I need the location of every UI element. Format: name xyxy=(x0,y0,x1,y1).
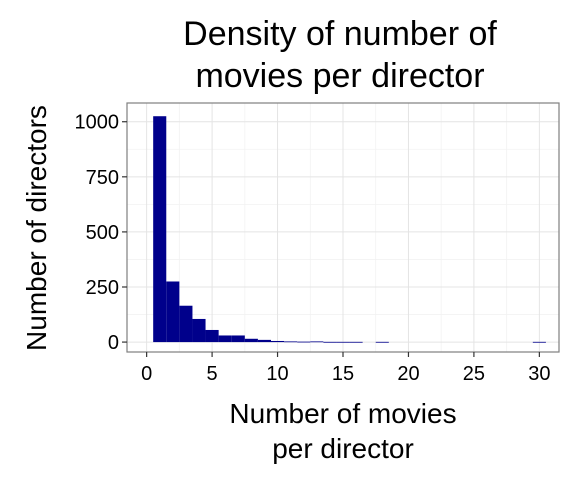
chart-title-line-2: movies per director xyxy=(195,57,484,95)
x-tick-label: 0 xyxy=(141,363,152,385)
histogram-bar xyxy=(284,341,298,343)
histogram-bar xyxy=(231,335,245,343)
y-tick-label: 0 xyxy=(108,332,119,354)
histogram-bars xyxy=(153,116,546,343)
histogram-bar xyxy=(271,340,285,343)
histogram-bar xyxy=(323,341,337,343)
x-tick-label: 30 xyxy=(528,363,550,385)
histogram-bar xyxy=(375,341,389,343)
histogram-bar xyxy=(257,339,271,343)
histogram-bar xyxy=(192,318,206,343)
x-tick-label: 15 xyxy=(332,363,354,385)
x-axis-title-line-2: per director xyxy=(272,433,414,464)
y-tick-label: 1000 xyxy=(75,112,120,134)
y-tick-label: 250 xyxy=(86,277,119,299)
x-tick-label: 10 xyxy=(266,363,288,385)
histogram-bar xyxy=(153,116,167,343)
y-axis-title: Number of directors xyxy=(21,105,52,351)
histogram-bar xyxy=(166,281,180,343)
histogram-bar xyxy=(205,329,219,343)
histogram-bar xyxy=(179,305,193,343)
axis-ticks: 0 5 10 15 20 25 30 0 250 500 750 1000 xyxy=(75,112,551,385)
x-tick-label: 20 xyxy=(397,363,419,385)
histogram-bar xyxy=(349,341,363,343)
histogram-bar xyxy=(336,341,350,343)
x-tick-label: 5 xyxy=(207,363,218,385)
histogram-bar xyxy=(297,341,311,343)
y-tick-label: 500 xyxy=(86,222,119,244)
x-tick-label: 25 xyxy=(463,363,485,385)
histogram-bar xyxy=(310,341,324,343)
histogram-bar xyxy=(244,338,258,343)
x-axis-title-line-1: Number of movies xyxy=(229,398,456,429)
histogram-bar xyxy=(532,341,546,343)
histogram-bar xyxy=(218,335,232,343)
y-tick-label: 750 xyxy=(86,167,119,189)
chart-title-line-1: Density of number of xyxy=(183,15,497,53)
